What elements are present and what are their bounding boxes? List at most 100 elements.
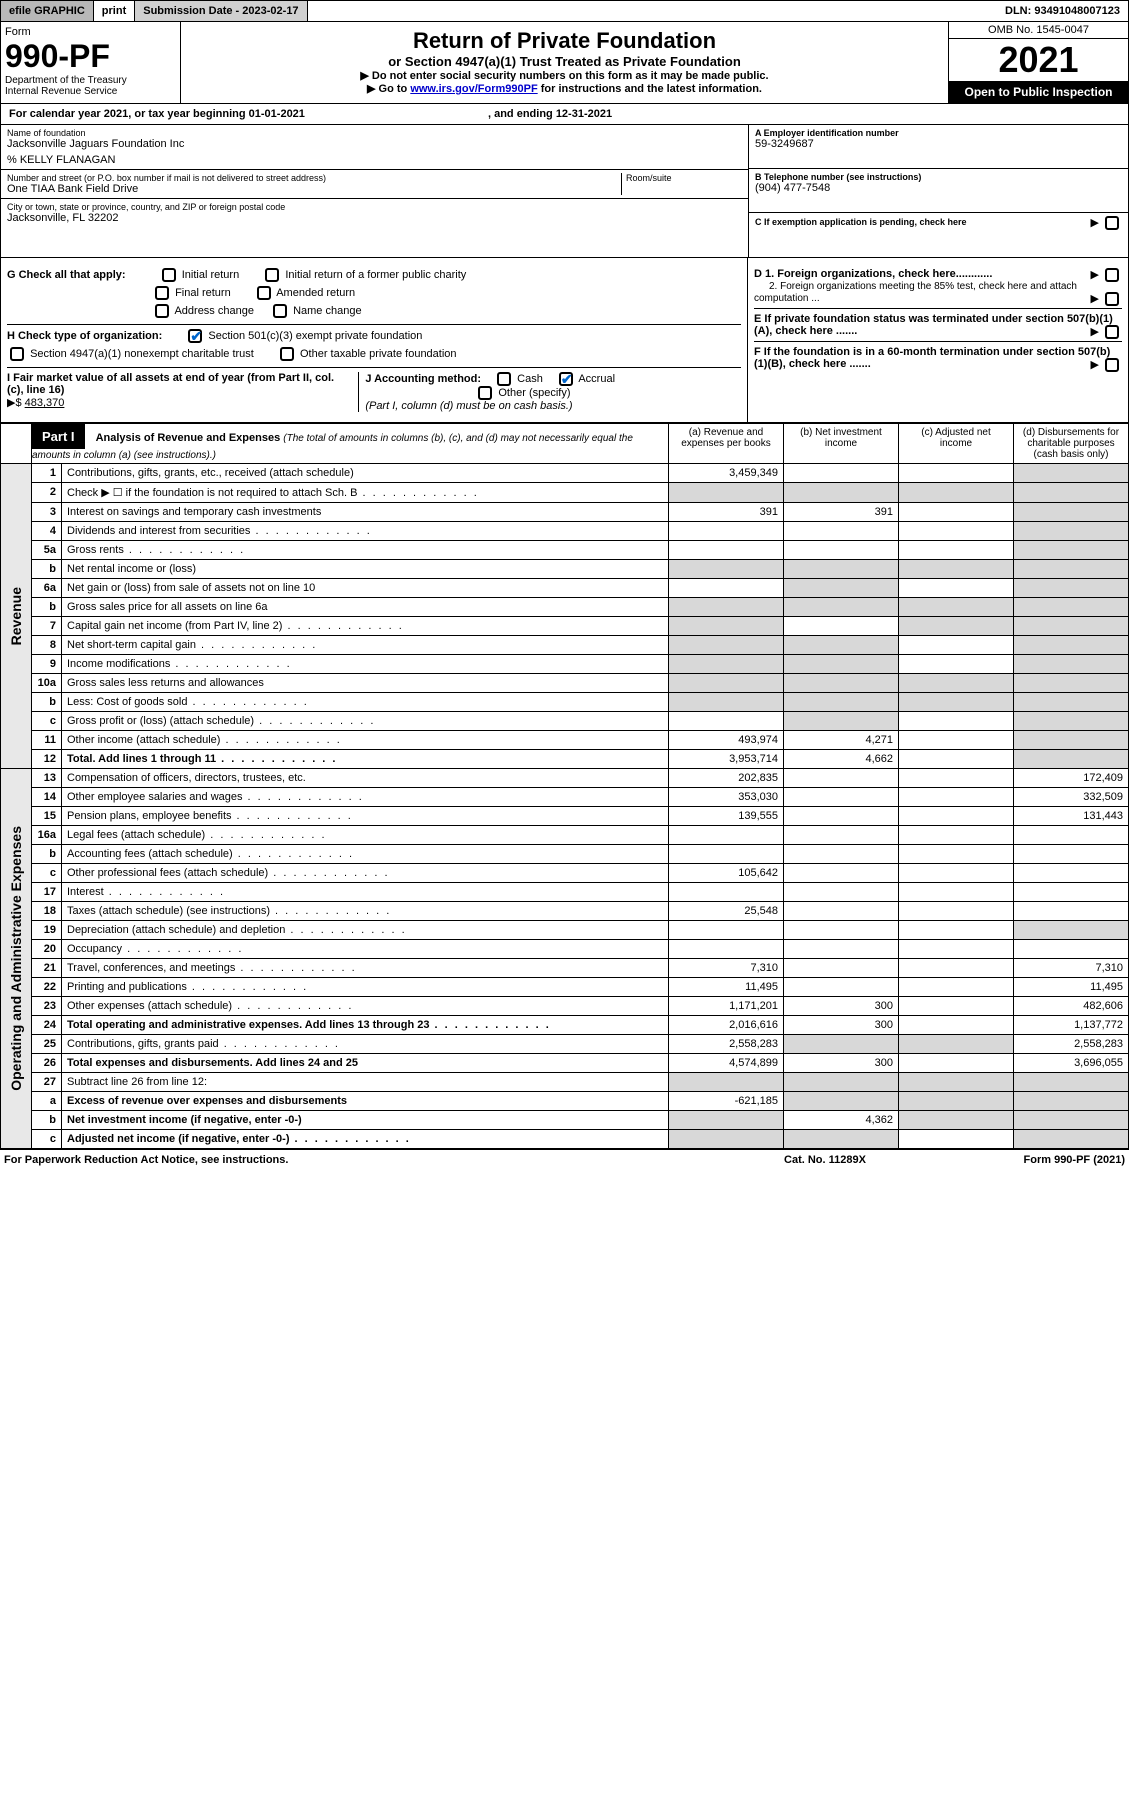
open-to-public: Open to Public Inspection: [949, 81, 1128, 103]
row-number: 10a: [32, 674, 62, 693]
value-cell-b: [784, 959, 899, 978]
value-cell-d: [1014, 655, 1129, 674]
value-cell-d: 1,137,772: [1014, 1016, 1129, 1035]
value-cell-b: [784, 522, 899, 541]
footer-cat: Cat. No. 11289X: [725, 1154, 925, 1166]
value-cell-d: [1014, 1111, 1129, 1130]
value-cell-a: 105,642: [669, 864, 784, 883]
value-cell-c: [899, 1092, 1014, 1111]
initial-former-checkbox[interactable]: [265, 268, 279, 282]
value-cell-a: [669, 1111, 784, 1130]
table-row: 21Travel, conferences, and meetings7,310…: [1, 959, 1129, 978]
print-link[interactable]: print: [94, 1, 135, 21]
value-cell-d: 3,696,055: [1014, 1054, 1129, 1073]
accrual-checkbox[interactable]: [559, 372, 573, 386]
value-cell-c: [899, 464, 1014, 483]
exemption-checkbox[interactable]: [1105, 216, 1119, 230]
row-number: c: [32, 864, 62, 883]
row-number: 9: [32, 655, 62, 674]
value-cell-a: 353,030: [669, 788, 784, 807]
row-number: 26: [32, 1054, 62, 1073]
row-number: 22: [32, 978, 62, 997]
footer-left: For Paperwork Reduction Act Notice, see …: [4, 1154, 725, 1166]
f-row: F If the foundation is in a 60-month ter…: [754, 346, 1122, 370]
status-terminated-checkbox[interactable]: [1105, 325, 1119, 339]
501c3-checkbox[interactable]: [188, 329, 202, 343]
foreign-85-checkbox[interactable]: [1105, 292, 1119, 306]
value-cell-d: [1014, 750, 1129, 769]
value-cell-a: [669, 541, 784, 560]
value-cell-c: [899, 845, 1014, 864]
row-number: 7: [32, 617, 62, 636]
value-cell-c: [899, 883, 1014, 902]
row-description: Interest: [62, 883, 669, 902]
value-cell-c: [899, 617, 1014, 636]
value-cell-c: [899, 598, 1014, 617]
g-checks: G Check all that apply: Initial return I…: [7, 268, 741, 282]
value-cell-d: 7,310: [1014, 959, 1129, 978]
value-cell-b: [784, 788, 899, 807]
value-cell-a: [669, 617, 784, 636]
value-cell-a: [669, 883, 784, 902]
city-cell: City or town, state or province, country…: [1, 199, 748, 227]
h-checks: H Check type of organization: Section 50…: [7, 329, 741, 343]
col-a-header: (a) Revenue and expenses per books: [669, 424, 784, 464]
row-number: 17: [32, 883, 62, 902]
value-cell-b: [784, 712, 899, 731]
value-cell-c: [899, 674, 1014, 693]
value-cell-d: [1014, 617, 1129, 636]
amended-return-checkbox[interactable]: [257, 286, 271, 300]
table-row: 6aNet gain or (loss) from sale of assets…: [1, 579, 1129, 598]
value-cell-a: [669, 636, 784, 655]
value-cell-d: [1014, 503, 1129, 522]
other-taxable-checkbox[interactable]: [280, 347, 294, 361]
value-cell-d: [1014, 636, 1129, 655]
year-block: OMB No. 1545-0047 2021 Open to Public In…: [948, 22, 1128, 103]
table-row: 18Taxes (attach schedule) (see instructi…: [1, 902, 1129, 921]
60-month-checkbox[interactable]: [1105, 358, 1119, 372]
row-description: Compensation of officers, directors, tru…: [62, 769, 669, 788]
value-cell-d: [1014, 845, 1129, 864]
value-cell-c: [899, 959, 1014, 978]
value-cell-c: [899, 522, 1014, 541]
row-description: Dividends and interest from securities: [62, 522, 669, 541]
dln: DLN: 93491048007123: [997, 1, 1128, 21]
final-return-checkbox[interactable]: [155, 286, 169, 300]
value-cell-b: [784, 845, 899, 864]
expenses-side-label: Operating and Administrative Expenses: [6, 816, 26, 1101]
value-cell-b: [784, 560, 899, 579]
row-number: 4: [32, 522, 62, 541]
table-row: 20Occupancy: [1, 940, 1129, 959]
table-row: bLess: Cost of goods sold: [1, 693, 1129, 712]
foreign-org-checkbox[interactable]: [1105, 268, 1119, 282]
col-b-header: (b) Net investment income: [784, 424, 899, 464]
instructions-link[interactable]: www.irs.gov/Form990PF: [410, 83, 537, 95]
name-change-checkbox[interactable]: [273, 304, 287, 318]
row-description: Net short-term capital gain: [62, 636, 669, 655]
row-description: Subtract line 26 from line 12:: [62, 1073, 669, 1092]
value-cell-b: [784, 807, 899, 826]
value-cell-c: [899, 541, 1014, 560]
value-cell-c: [899, 503, 1014, 522]
value-cell-b: [784, 693, 899, 712]
row-description: Net investment income (if negative, ente…: [62, 1111, 669, 1130]
row-number: c: [32, 1130, 62, 1149]
value-cell-c: [899, 788, 1014, 807]
other-method-checkbox[interactable]: [478, 386, 492, 400]
table-row: 25Contributions, gifts, grants paid2,558…: [1, 1035, 1129, 1054]
value-cell-c: [899, 826, 1014, 845]
col-d-header: (d) Disbursements for charitable purpose…: [1014, 424, 1129, 464]
row-description: Excess of revenue over expenses and disb…: [62, 1092, 669, 1111]
foundation-name-cell: Name of foundation Jacksonville Jaguars …: [1, 125, 748, 170]
row-description: Income modifications: [62, 655, 669, 674]
initial-return-checkbox[interactable]: [162, 268, 176, 282]
4947a1-checkbox[interactable]: [10, 347, 24, 361]
value-cell-d: 332,509: [1014, 788, 1129, 807]
value-cell-d: [1014, 883, 1129, 902]
value-cell-d: [1014, 864, 1129, 883]
cash-checkbox[interactable]: [497, 372, 511, 386]
value-cell-b: [784, 940, 899, 959]
row-number: 2: [32, 483, 62, 503]
address-change-checkbox[interactable]: [155, 304, 169, 318]
row-number: 13: [32, 769, 62, 788]
